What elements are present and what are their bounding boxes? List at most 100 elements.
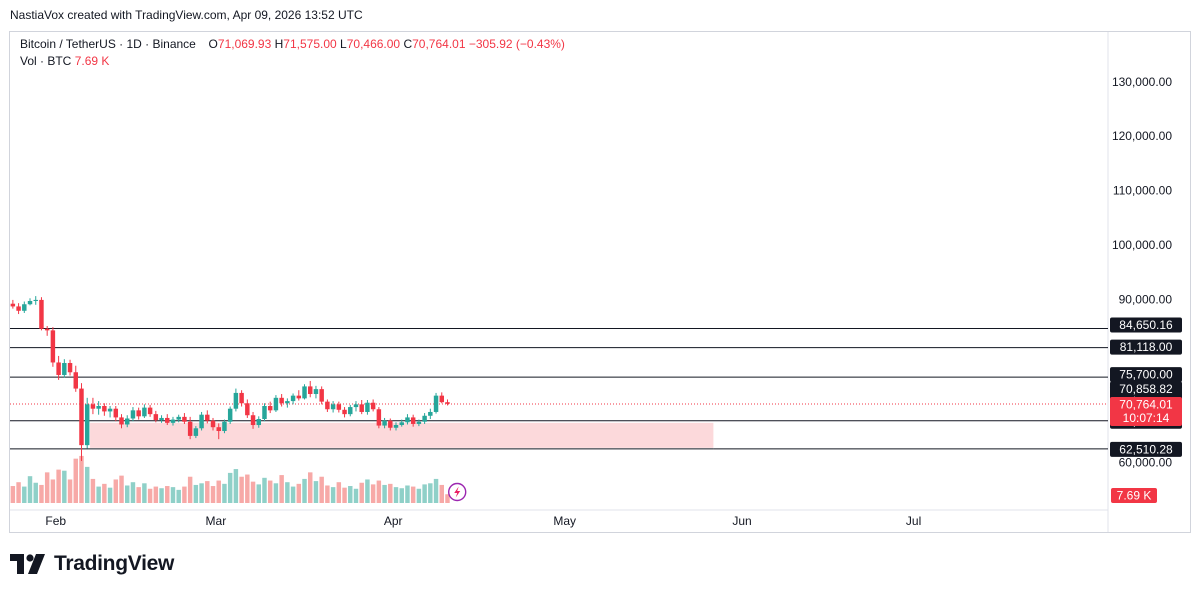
tradingview-logo[interactable]: TradingView <box>10 552 174 576</box>
volume-bar <box>27 476 33 503</box>
volume-bar <box>399 488 404 503</box>
volume-bar <box>365 479 370 503</box>
candle-body <box>365 402 370 412</box>
last-price-label: 70,764.01 <box>1119 398 1173 412</box>
volume-bar <box>393 487 399 503</box>
volume-bar <box>142 483 147 503</box>
volume-bar <box>119 475 124 503</box>
volume-bar <box>445 494 450 503</box>
time-tick-label: Apr <box>384 514 403 528</box>
volume-bar <box>182 486 187 503</box>
candle-body <box>433 395 439 412</box>
volume-bar <box>410 486 416 503</box>
volume-bar <box>107 487 113 503</box>
volume-bar <box>67 479 73 503</box>
volume-bar <box>216 480 221 503</box>
time-tick-label: May <box>553 514 576 528</box>
candle-body <box>416 421 422 424</box>
candle-body <box>313 389 319 395</box>
candle-body <box>176 416 181 420</box>
candle-body <box>130 410 136 419</box>
candle-body <box>90 404 96 409</box>
volume-bar <box>382 484 387 503</box>
volume-label[interactable]: Vol · BTC <box>20 54 72 68</box>
candle-body <box>165 417 170 423</box>
volume-bar <box>33 482 38 503</box>
candle-body <box>27 300 33 305</box>
volume-bar <box>50 479 56 503</box>
close-label: C <box>403 37 413 51</box>
candle-body <box>273 397 279 411</box>
candle-body <box>399 422 404 426</box>
candle-body <box>33 299 38 301</box>
volume-bar <box>176 489 181 503</box>
tradingview-logo-icon <box>10 554 45 574</box>
candle-body <box>125 418 130 425</box>
volume-bar <box>153 486 159 503</box>
symbol-label[interactable]: Bitcoin / TetherUS · 1D · Binance <box>20 37 196 51</box>
volume-bar <box>245 474 250 503</box>
volume-bar <box>165 486 170 503</box>
candle-body <box>410 417 416 424</box>
candle-body <box>136 410 141 417</box>
volume-bar <box>273 483 279 503</box>
volume-bar <box>239 476 244 503</box>
candle-body <box>16 306 21 311</box>
volume-bar <box>73 458 78 503</box>
candle-body <box>159 417 164 421</box>
time-tick-label: Jul <box>906 514 921 528</box>
lightning-bolt <box>454 486 461 498</box>
volume-bar <box>199 483 204 503</box>
price-label: 75,700.00 <box>1119 368 1173 382</box>
candle-body <box>302 386 307 399</box>
price-tick-label: 110,000.00 <box>1113 184 1172 198</box>
price-tick-label: 100,000.00 <box>1112 238 1172 252</box>
candle-body <box>296 395 302 399</box>
time-tick-label: Jun <box>732 514 751 528</box>
candle-body <box>439 395 444 403</box>
candle-body <box>39 299 44 329</box>
candle-body <box>227 408 233 422</box>
candle-body <box>422 415 427 422</box>
candle-body <box>73 372 78 389</box>
volume-bar <box>193 484 199 503</box>
price-label: 81,118.00 <box>1120 340 1173 354</box>
candle-body <box>262 405 267 420</box>
volume-bar <box>290 486 296 503</box>
volume-bar <box>159 488 164 503</box>
candle-body <box>216 427 221 432</box>
candle-body <box>445 402 450 404</box>
low-label: L <box>340 37 347 51</box>
candle-body <box>370 402 376 410</box>
price-tick-label: 60,000.00 <box>1119 456 1173 470</box>
volume-bar <box>359 482 364 503</box>
ohlc-legend: Bitcoin / TetherUS · 1D · Binance O71,06… <box>20 37 565 51</box>
candle-body <box>336 404 342 410</box>
candle-body <box>308 386 313 395</box>
volume-bar <box>22 486 27 503</box>
candle-body <box>359 404 364 412</box>
volume-bar <box>279 475 284 503</box>
volume-bar <box>422 484 427 503</box>
candle-body <box>182 416 187 422</box>
volume-bar <box>56 469 61 503</box>
chart-frame[interactable] <box>9 31 1191 533</box>
candle-body <box>96 405 101 409</box>
volume-bar <box>370 484 376 503</box>
volume-bar <box>96 486 101 503</box>
price-label-box <box>1110 441 1182 457</box>
volume-bar <box>102 483 107 503</box>
volume-bar <box>222 483 227 503</box>
volume-bar <box>210 486 216 503</box>
price-label: 62,510.28 <box>1119 442 1173 456</box>
volume-bar <box>433 478 439 503</box>
candle-body <box>107 408 113 412</box>
price-label-box <box>1110 317 1182 333</box>
volume-bar <box>44 472 50 503</box>
candle-body <box>142 407 147 417</box>
candle-body <box>267 405 273 411</box>
candle-body <box>325 401 330 410</box>
volume-bar <box>330 487 336 503</box>
change-value: −305.92 (−0.43%) <box>468 37 565 51</box>
